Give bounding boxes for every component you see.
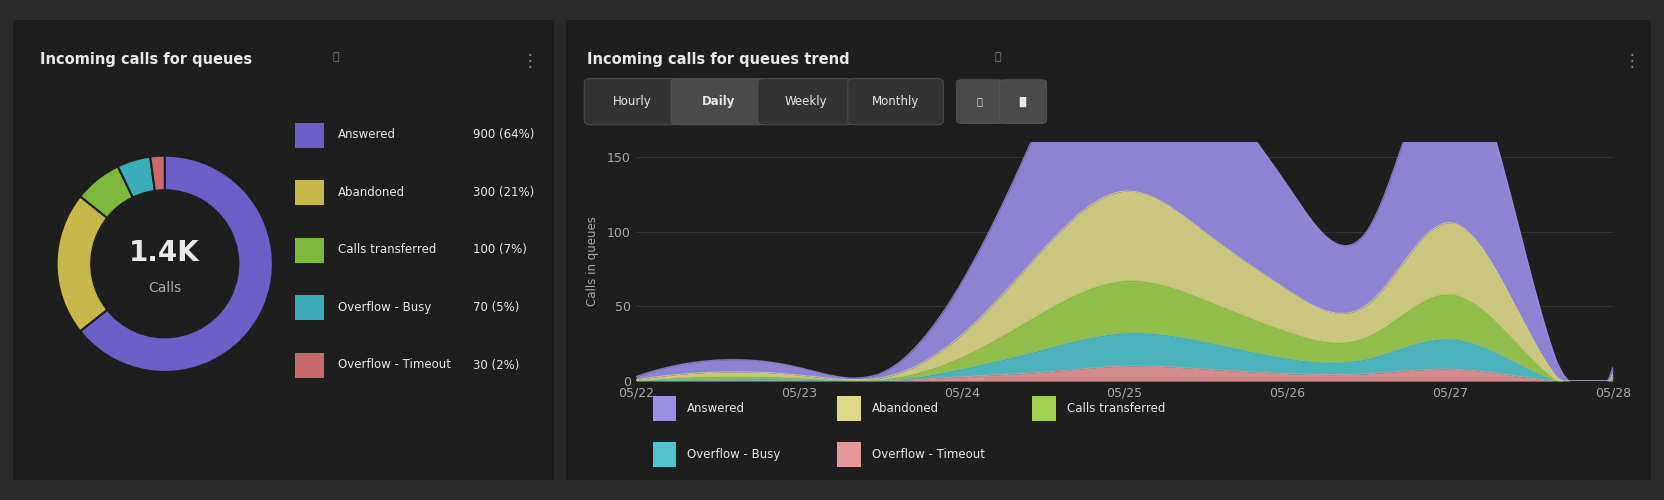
Text: 〜: 〜 xyxy=(977,96,983,106)
Text: Incoming calls for queues: Incoming calls for queues xyxy=(40,52,253,67)
Wedge shape xyxy=(57,196,106,331)
Text: ⓘ: ⓘ xyxy=(333,52,339,62)
Text: Incoming calls for queues trend: Incoming calls for queues trend xyxy=(587,52,850,67)
Text: ⋮: ⋮ xyxy=(521,52,537,70)
Text: Weekly: Weekly xyxy=(784,95,827,108)
Text: Abandoned: Abandoned xyxy=(872,402,938,415)
FancyBboxPatch shape xyxy=(849,78,943,125)
Text: ⓘ: ⓘ xyxy=(995,52,1002,62)
Bar xyxy=(652,442,677,468)
Text: 100 (7%): 100 (7%) xyxy=(473,244,527,256)
Text: 1.4K: 1.4K xyxy=(130,239,200,267)
Wedge shape xyxy=(80,156,273,372)
Text: Monthly: Monthly xyxy=(872,95,919,108)
Y-axis label: Calls in queues: Calls in queues xyxy=(586,216,599,306)
Text: Answered: Answered xyxy=(338,128,396,141)
Wedge shape xyxy=(80,166,133,218)
Text: Calls transferred: Calls transferred xyxy=(1067,402,1165,415)
Text: 30 (2%): 30 (2%) xyxy=(473,358,519,372)
Text: Hourly: Hourly xyxy=(612,95,651,108)
Bar xyxy=(295,180,324,206)
FancyBboxPatch shape xyxy=(757,78,854,125)
Bar xyxy=(295,295,324,320)
Text: Answered: Answered xyxy=(687,402,745,415)
Bar xyxy=(1032,396,1057,421)
Text: Abandoned: Abandoned xyxy=(338,186,404,199)
Text: Overflow - Timeout: Overflow - Timeout xyxy=(872,448,985,461)
Bar xyxy=(295,238,324,263)
Bar xyxy=(837,442,860,468)
Bar xyxy=(295,352,324,378)
Bar xyxy=(837,396,860,421)
FancyBboxPatch shape xyxy=(1000,80,1047,124)
Text: 70 (5%): 70 (5%) xyxy=(473,301,519,314)
Text: Overflow - Busy: Overflow - Busy xyxy=(338,301,431,314)
FancyBboxPatch shape xyxy=(671,78,767,125)
Text: Overflow - Busy: Overflow - Busy xyxy=(687,448,780,461)
FancyBboxPatch shape xyxy=(584,78,679,125)
Text: Overflow - Timeout: Overflow - Timeout xyxy=(338,358,451,372)
Text: 300 (21%): 300 (21%) xyxy=(473,186,534,199)
Text: 900 (64%): 900 (64%) xyxy=(473,128,534,141)
Bar xyxy=(652,396,677,421)
Wedge shape xyxy=(150,156,165,191)
Text: ▐▌: ▐▌ xyxy=(1015,96,1030,107)
Text: Calls: Calls xyxy=(148,280,181,294)
Bar xyxy=(295,122,324,148)
Text: Daily: Daily xyxy=(702,95,735,108)
Wedge shape xyxy=(118,156,155,198)
Text: Calls transferred: Calls transferred xyxy=(338,244,436,256)
FancyBboxPatch shape xyxy=(957,80,1003,124)
Text: ⋮: ⋮ xyxy=(1622,52,1639,70)
